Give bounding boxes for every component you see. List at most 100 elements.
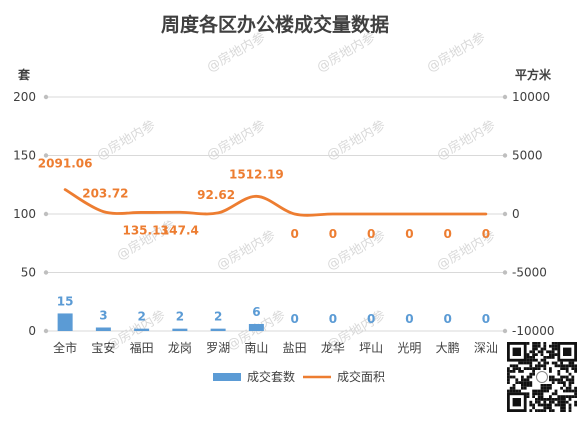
qr-module [568,403,572,407]
qr-module [532,344,535,348]
qr-module [532,389,535,393]
qr-module [571,389,575,393]
qr-module [565,364,569,368]
qr-module [529,381,533,384]
qr-module [532,403,535,407]
qr-module [568,409,572,412]
qr-module [563,364,566,368]
right-tick-label: 0 [512,207,520,221]
qr-module [526,342,530,345]
right-tick-label: -10000 [512,324,555,338]
qr-module [554,392,558,396]
category-label: 罗湖 [206,340,230,355]
watermark-text: @房地内参 [324,117,388,163]
qr-module [565,400,569,404]
qr-module [549,395,552,398]
qr-module [535,342,538,345]
qr-module [557,381,561,384]
qr-module [557,403,561,407]
qr-module [571,381,575,384]
qr-module [529,375,533,379]
watermarks: @房地内参 @房地内参 @房地内参 @房地内参 @房地内参 @房地内参 @房地内参 @房地内参… [94,29,498,353]
qr-module [543,367,547,370]
qr-module [557,395,561,398]
qr-module [557,398,561,401]
qr-module [507,381,510,384]
qr-module [549,406,552,410]
qr-module [563,375,566,379]
qr-module [509,389,513,393]
bar-data-label: 0 [329,312,337,326]
qr-module [551,353,555,356]
qr-module [512,364,516,368]
qr-module [568,381,572,384]
category-label: 宝安 [91,340,115,355]
qr-module [546,406,549,410]
bar-data-label: 0 [443,312,451,326]
qr-module [549,400,552,404]
line-data-label: 0 [443,227,451,241]
qr-module [554,347,558,351]
qr-module [543,364,547,368]
qr-module [551,344,555,348]
qr-module [529,358,533,362]
bar-data-label: 0 [405,312,413,326]
qr-module [560,381,563,384]
qr-module [574,364,577,368]
qr-module [507,372,510,376]
qr-finder-core [563,347,572,356]
right-axis-ticks: -10000 -5000 0 5000 10000 [512,90,555,338]
qr-module [549,378,552,382]
qr-module [560,375,563,379]
category-label: 深汕 [474,341,498,355]
left-tick-label: 0 [28,324,36,338]
category-label: 大鹏 [436,341,460,355]
qr-module [571,375,575,379]
qr-module [537,409,541,412]
bar [210,328,226,331]
qr-module [549,356,552,359]
qr-module [540,350,544,354]
qr-module [526,353,530,356]
bar-data-label: 3 [99,308,107,322]
left-axis-ticks: 0 50 100 150 200 [13,90,36,338]
bar-data-label: 2 [176,310,184,324]
qr-module [543,386,547,390]
line-data-label: 0 [290,227,298,241]
qr-module [543,347,547,351]
qr-module [535,367,538,370]
qr-module [560,409,563,412]
line-data-label: 2091.06 [38,157,93,171]
qr-finder-core [512,398,521,407]
qr-module [557,364,561,368]
qr-module [557,400,561,404]
qr-module [535,344,538,348]
qr-module [529,384,533,387]
qr-module [507,367,510,370]
qr-module [509,370,513,373]
grid-dot-left [43,153,49,158]
qr-module [529,367,533,370]
qr-module [535,347,538,351]
qr-module [521,381,524,384]
qr-module [549,398,552,401]
qr-module [540,353,544,356]
right-tick-label: 5000 [512,149,543,163]
bar-data-label: 0 [482,312,490,326]
legend-bar-swatch [213,373,241,381]
qr-module [551,398,555,401]
qr-module [574,403,577,407]
qr-module [540,403,544,407]
left-tick-label: 150 [13,149,36,163]
qr-module [521,375,524,379]
qr-module [568,372,572,376]
qr-module [521,384,524,387]
line-data-label: 147.4 [161,223,199,237]
qr-module [560,367,563,370]
qr-module [518,361,521,365]
line-series [63,188,488,217]
qr-module [532,392,535,396]
qr-module [526,395,530,398]
qr-module [537,344,541,348]
qr-module [523,381,527,384]
